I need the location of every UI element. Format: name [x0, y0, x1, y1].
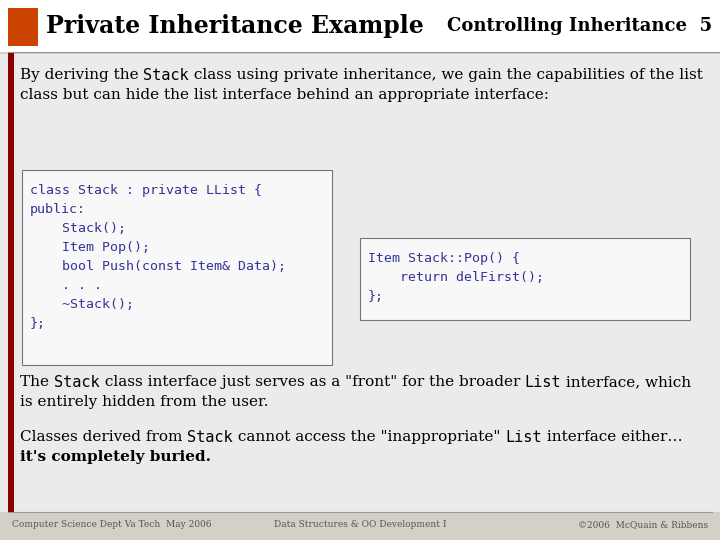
Bar	[360, 238, 690, 320]
Text: Data Structures & OO Development I: Data Structures & OO Development I	[274, 520, 446, 529]
Text: Private Inheritance Example: Private Inheritance Example	[46, 14, 424, 38]
Text: Computer Science Dept Va Tech  May 2006: Computer Science Dept Va Tech May 2006	[12, 520, 212, 529]
Text: By deriving the: By deriving the	[20, 68, 143, 82]
Text: cannot access the "inappropriate": cannot access the "inappropriate"	[233, 430, 505, 444]
Text: Stack: Stack	[143, 68, 189, 83]
Text: interface, which: interface, which	[562, 375, 691, 389]
Text: Item Stack::Pop() {: Item Stack::Pop() {	[368, 252, 520, 265]
Text: Item Pop();: Item Pop();	[30, 241, 150, 254]
Text: is entirely hidden from the user.: is entirely hidden from the user.	[20, 395, 269, 409]
Text: bool Push(const Item& Data);: bool Push(const Item& Data);	[30, 260, 286, 273]
Text: ~Stack();: ~Stack();	[30, 298, 134, 311]
Bar	[8, 8, 38, 46]
Text: List: List	[525, 375, 562, 390]
Text: public:: public:	[30, 203, 86, 216]
Text: Stack: Stack	[187, 430, 233, 445]
Text: class interface just serves as a "front" for the broader: class interface just serves as a "front"…	[99, 375, 525, 389]
Text: class using private inheritance, we gain the capabilities of the list: class using private inheritance, we gain…	[189, 68, 703, 82]
Text: . . .: . . .	[30, 279, 102, 292]
Text: };: };	[368, 290, 384, 303]
Text: interface either…: interface either…	[541, 430, 683, 444]
Bar	[8, 52, 14, 512]
Text: };: };	[30, 317, 46, 330]
Text: class but can hide the list interface behind an appropriate interface:: class but can hide the list interface be…	[20, 88, 549, 102]
Text: List: List	[505, 430, 541, 445]
Text: ©2006  McQuain & Ribbens: ©2006 McQuain & Ribbens	[578, 520, 708, 529]
Text: Stack: Stack	[54, 375, 99, 390]
Bar	[0, 0, 720, 52]
Bar	[22, 170, 332, 365]
Text: The: The	[20, 375, 54, 389]
Text: Controlling Inheritance  5: Controlling Inheritance 5	[447, 17, 712, 35]
Text: Classes derived from: Classes derived from	[20, 430, 187, 444]
Text: return delFirst();: return delFirst();	[368, 271, 544, 284]
Text: class Stack : private LList {: class Stack : private LList {	[30, 184, 262, 197]
Text: Stack();: Stack();	[30, 222, 126, 235]
Text: it's completely buried.: it's completely buried.	[20, 450, 211, 464]
Bar	[0, 54, 720, 512]
